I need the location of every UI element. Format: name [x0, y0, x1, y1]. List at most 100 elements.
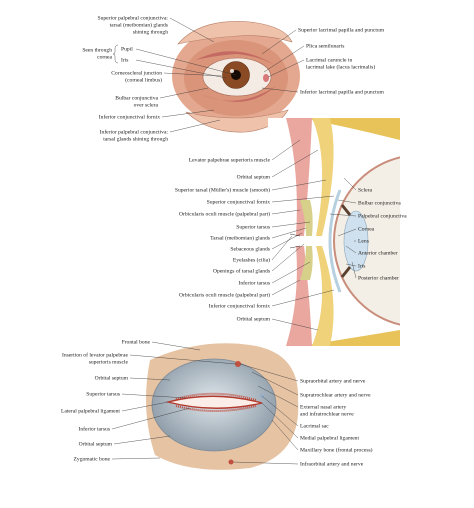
eye-photo — [172, 21, 300, 133]
label: Supratrochlear artery and nerve — [300, 392, 371, 398]
label: Palpebral conjunctiva — [358, 213, 407, 219]
label: Sebaceous glands — [230, 246, 270, 252]
label: over sclera — [134, 102, 159, 108]
label: Lacrimal caruncle in — [306, 57, 352, 63]
label: Maxillary bone (frontal process) — [300, 446, 373, 453]
leader-line — [169, 17, 215, 43]
leader-line — [271, 289, 335, 307]
leader-line — [121, 401, 169, 412]
leader-line — [161, 109, 215, 118]
label: Openings of tarsal glands — [213, 267, 270, 274]
leader-line — [271, 261, 311, 284]
leader-line — [271, 279, 301, 296]
label: Lacrimal sac — [300, 423, 329, 429]
label: Bulbar conjunctiva — [358, 200, 401, 206]
label: Levator palpebrae superioris muscle — [189, 157, 271, 163]
leader-line — [263, 45, 305, 73]
leader-line — [129, 377, 171, 381]
label: Orbicularis oculi muscle (palpebral part… — [179, 210, 270, 217]
leader-line — [345, 245, 357, 254]
leader-line — [271, 139, 301, 161]
label: tarsal (meibomian) glands — [110, 21, 168, 28]
leader-line — [111, 457, 161, 460]
leader-line — [261, 29, 297, 55]
label: superioris muscle — [89, 359, 129, 365]
label: Inferior tarsus — [78, 425, 110, 432]
label: Superior lacrimal papilla and punctum — [298, 27, 385, 33]
label: Orbital septum — [79, 441, 113, 447]
leader-line — [351, 261, 357, 279]
brace — [112, 44, 119, 64]
leader-line — [345, 263, 357, 267]
label: Inferior conjunctival fornix — [209, 302, 270, 309]
label: Supraorbital artery and nerve — [300, 378, 366, 384]
label: Pupil — [121, 46, 133, 52]
label: tarsal glands shining through — [103, 136, 168, 142]
leader-line — [261, 87, 299, 93]
label: Inferior tarsus — [238, 279, 270, 286]
label: Iris — [358, 263, 365, 269]
label: Orbital septum — [237, 174, 271, 180]
leader-line — [267, 59, 305, 78]
label: Eyelashes (cilia) — [233, 256, 270, 263]
label: shining through — [133, 29, 168, 35]
label: Anterior chamber — [358, 250, 398, 256]
leader-line — [271, 195, 335, 203]
leader-line — [271, 232, 303, 250]
leader-line — [169, 119, 221, 133]
leader-line — [271, 221, 311, 228]
label: External nasal artery — [300, 404, 346, 410]
leader-line — [271, 227, 307, 239]
leader-line — [271, 235, 293, 261]
leader-line — [121, 393, 187, 399]
label: Zygomatic bone — [73, 456, 110, 462]
label: Lateral palpebral ligament — [61, 408, 120, 414]
leader-line — [257, 385, 299, 408]
leader-line — [271, 243, 305, 272]
label: Corneoscleral junction — [111, 70, 162, 76]
leader-line — [343, 177, 357, 191]
leader-line — [271, 209, 301, 215]
label: cornea — [97, 54, 112, 60]
label: Superior conjunctival fornix — [207, 198, 271, 205]
label: Insertion of levator palpebrae — [62, 351, 129, 358]
leader-line — [151, 341, 201, 351]
leader-line — [135, 48, 237, 76]
leader-line — [232, 461, 299, 465]
leader-line — [271, 179, 327, 191]
label: Seen through — [82, 47, 112, 53]
label: Sclera — [358, 187, 372, 193]
leader-line — [251, 371, 299, 396]
leader-line — [271, 318, 319, 331]
label: Inferior palpebral conjunctiva: — [100, 128, 169, 135]
leader-line — [111, 407, 191, 430]
eyelid-dissection — [146, 343, 299, 470]
label: Superior tarsal (Müller's) muscle (smoot… — [175, 186, 270, 193]
leader-line — [239, 363, 299, 382]
label: Cornea — [358, 226, 375, 232]
label: Lens — [358, 238, 369, 244]
label: Inferior conjunctival fornix — [99, 113, 160, 120]
leader-line — [129, 354, 237, 365]
label: Inferior lacrimal papilla and punctum — [300, 88, 385, 95]
label: Iris — [121, 57, 128, 63]
label: Posterior chamber — [358, 275, 399, 281]
leader-line — [271, 419, 299, 451]
label: (corneal limbus) — [125, 76, 162, 83]
label: Superior tarsus — [86, 391, 120, 397]
sagittal-section — [268, 118, 400, 346]
leader-line — [271, 149, 319, 178]
leader-line — [261, 395, 299, 427]
label: Frontal bone — [122, 339, 151, 345]
label: Superior palpebral conjunctiva: — [97, 15, 168, 21]
leader-line — [135, 59, 227, 79]
label: Orbicularis oculi muscle (palpebral part… — [179, 291, 270, 298]
label: Bulbar conjunctiva — [115, 95, 158, 101]
label: Orbital septum — [237, 316, 271, 322]
leader-line — [329, 213, 357, 217]
leader-line — [163, 72, 223, 77]
label: Tarsal (meibomian) glands — [210, 234, 270, 241]
label: Medial palpebral ligament — [300, 435, 359, 441]
label: Infraorbital artery and nerve — [300, 460, 364, 467]
